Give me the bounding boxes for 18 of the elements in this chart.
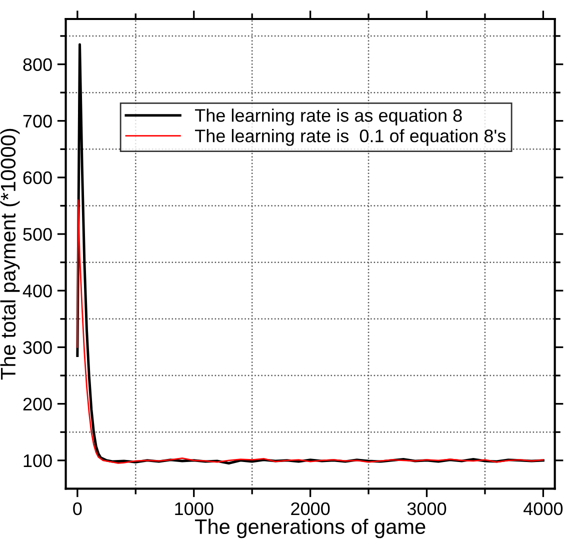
y-tick-label: 600 <box>23 171 52 184</box>
x-tick-label: 3000 <box>407 502 446 516</box>
y-tick-label: 400 <box>22 284 52 298</box>
line-series <box>76 199 544 464</box>
x-tick-label: 0 <box>73 502 82 516</box>
x-tick-label: 1000 <box>175 502 214 516</box>
y-tick-label: 500 <box>23 228 52 241</box>
y-axis-title: The total payment (*10000) <box>0 128 20 380</box>
y-tick-label: 300 <box>23 341 52 354</box>
legend-label: The learning rate is 0.1 of equation 8's <box>195 129 506 146</box>
y-tick-label: 200 <box>23 398 52 411</box>
y-tick-label: 700 <box>23 114 52 128</box>
y-tick-label: 100 <box>24 454 52 468</box>
y-tick-label: 800 <box>23 58 52 71</box>
x-tick-label: 2000 <box>291 502 330 516</box>
x-tick-label: 4000 <box>524 502 563 516</box>
legend-label: The learning rate is as equation 8 <box>195 108 462 126</box>
x-axis-title: The generations of game <box>194 518 426 538</box>
